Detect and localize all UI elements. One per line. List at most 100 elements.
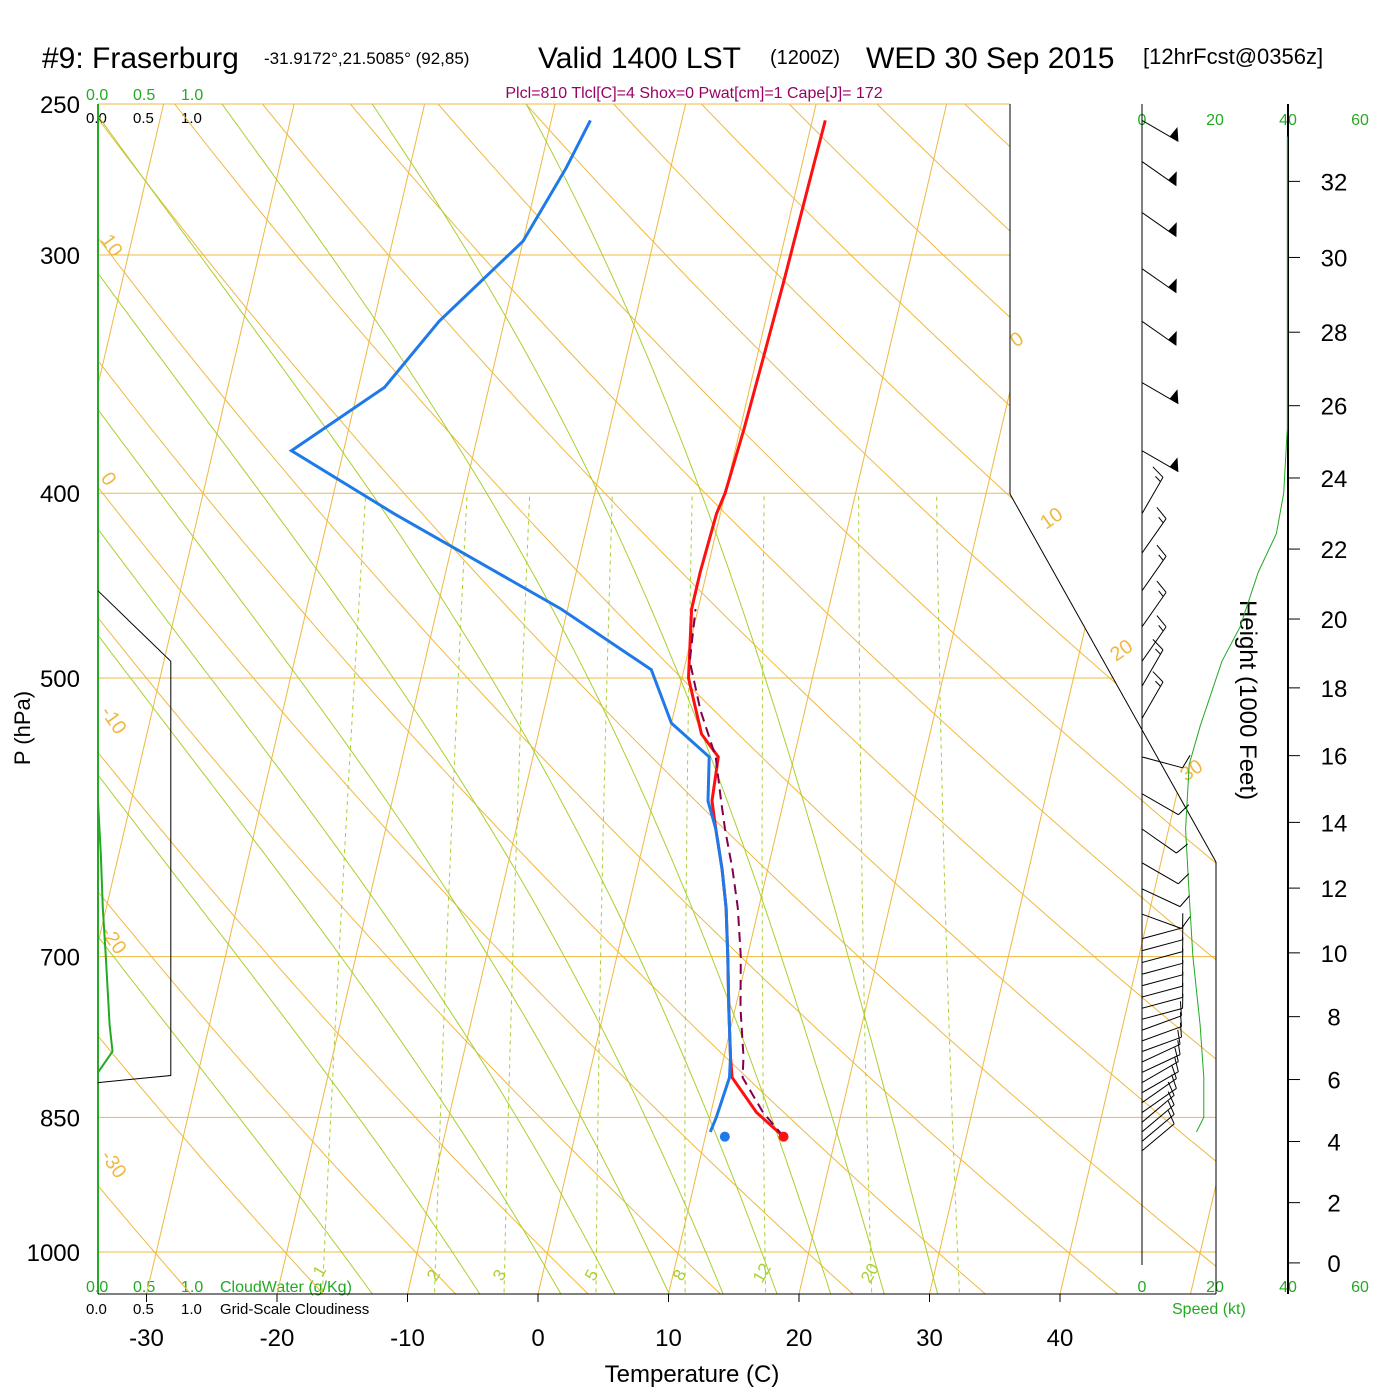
forecast-info: [12hrFcst@0356z] [1143,44,1323,69]
speed-scale-bottom: 0 20 40 60 Speed (kt) [1138,1279,1369,1318]
mixing-ratio-label-2: 3 [489,1266,510,1284]
isotherm-0 [528,104,860,1294]
height-tick-label-4: 4 [1327,1130,1340,1157]
height-tick-label-12: 12 [1321,876,1348,903]
isotherm-50 [1181,104,1216,1294]
height-tick-label-0: 0 [1327,1251,1340,1278]
height-tick-label-16: 16 [1321,744,1348,771]
wind-barb-flag-37 [1168,278,1177,293]
wind-barb-feather-27-0 [1152,671,1164,683]
wind-barb-staff-5 [1141,1078,1177,1104]
dry-adiabat-403 [613,104,1216,1294]
wind-barb-staff-24 [1141,828,1177,854]
mixing-ratio-label-0: 1 [309,1262,330,1280]
wind-barb-feather-24-0 [1176,843,1189,854]
isotherm-40 [1050,104,1216,1294]
wind-barb-feather-30-0 [1156,580,1167,593]
cloudiness-scale-2: 1.0 [181,110,202,127]
wind-barb-17 [1141,948,1184,975]
dry-adiabat-353 [201,104,1216,1294]
dry-adiabat-label-1: 0 [96,468,120,490]
sounding-profiles [288,119,827,1142]
wind-barb-flag-39 [1168,171,1177,186]
wind-barb-37 [1141,268,1177,294]
wind-barb-feather-5-0 [1171,1064,1177,1079]
cloud-water-line [97,800,114,1128]
mixing-ratio-3 [503,493,531,1293]
cloudiness-scale-b0: 0.0 [86,1301,107,1318]
moist-adiabat-8 [242,104,896,1294]
isobar-lines [98,103,1216,1253]
wind-barb-22 [1141,888,1190,908]
speed-scale-top: 0 20 40 60 [1138,112,1369,129]
mixing-ratio-label-6: 20 [857,1260,883,1286]
wind-barb-staff-30 [1141,592,1167,628]
wind-barb-35 [1141,382,1179,405]
wind-barb-feather-26-0 [1182,755,1191,769]
isotherm--30 [137,104,469,1294]
utc-time: (1200Z) [770,47,840,69]
dry-adiabat-473 [1189,104,1216,1294]
cloudiness-scale-1: 0.5 [133,110,154,127]
wind-barb-staff-15 [1141,985,1183,998]
dry-adiabat-283 [98,104,761,1294]
x-tick-label-20: 20 [786,1325,813,1352]
x-tick-label-10: 10 [655,1325,682,1352]
mixing-ratio-label-5: 12 [749,1260,775,1286]
isotherm--20 [267,104,599,1294]
moist-adiabat-6 [98,104,791,1294]
wind-barb-flag-38 [1168,222,1177,237]
wind-barb-halffeather-33 [1155,476,1161,482]
mixing-ratio-lines [321,493,960,1293]
cloud-water-label: CloudWater (g/Kg) [220,1279,352,1296]
wind-barb-23 [1141,862,1190,885]
mixing-ratio-12 [761,493,767,1293]
wind-barb-halffeather-31 [1158,554,1164,561]
pressure-tick-label-850: 850 [40,1105,80,1132]
mixing-ratio-30 [936,493,960,1293]
y-axis-label: P (hPa) [10,691,35,765]
dry-adiabat-393 [530,104,1216,1294]
dry-adiabat-263 [98,104,493,1294]
isotherm-30 [920,104,1216,1294]
wind-barb-feather-11-0 [1179,1011,1182,1027]
wind-barb-20 [1141,913,1184,940]
pressure-tick-label-300: 300 [40,243,80,270]
wind-barb-feather-23-0 [1178,873,1190,885]
speed-tick-bottom-3: 60 [1351,1279,1369,1296]
cloudiness-scale-b1: 0.5 [133,1301,154,1318]
dry-adiabat-323 [98,104,1216,1294]
dry-adiabat-313 [98,104,1163,1294]
pressure-tick-label-700: 700 [40,945,80,972]
surface-temperature-dot [778,1131,789,1142]
dry-adiabat-label-8: 30 [1176,755,1207,786]
wind-barb-feather-29-0 [1156,615,1167,628]
parcel-line [688,608,785,1138]
wind-barb-feather-33-0 [1152,466,1164,478]
height-tick-label-6: 6 [1327,1068,1340,1095]
mixing-ratio-8 [684,493,693,1293]
dry-adiabat-label-6: 10 [1036,503,1067,534]
wind-barb-staff-26 [1141,756,1183,769]
wind-barb-halffeather-30 [1158,590,1164,597]
dry-adiabat-363 [283,104,1216,1294]
wind-barb-40 [1141,119,1179,142]
isotherm--40 [98,104,338,1294]
wind-barb-halffeather-28 [1155,648,1161,655]
moist-adiabat-0 [98,104,400,1294]
wind-barb-feather-9-0 [1177,1029,1181,1045]
wind-barb-staff-31 [1141,556,1167,592]
wind-barb-27 [1141,671,1164,719]
surface-dewpoint-dot [719,1131,730,1142]
height-tick-label-8: 8 [1327,1005,1340,1032]
wind-barb-25 [1141,793,1190,816]
height-tick-label-30: 30 [1321,245,1348,272]
temperature-line [686,120,827,1138]
wind-barb-staff-32 [1141,518,1167,554]
x-tick-label--20: -20 [260,1325,295,1352]
dry-adiabat-label-4: -30 [96,1146,131,1182]
dewpoint-line [288,119,733,1133]
cloudiness-line [97,590,172,1084]
